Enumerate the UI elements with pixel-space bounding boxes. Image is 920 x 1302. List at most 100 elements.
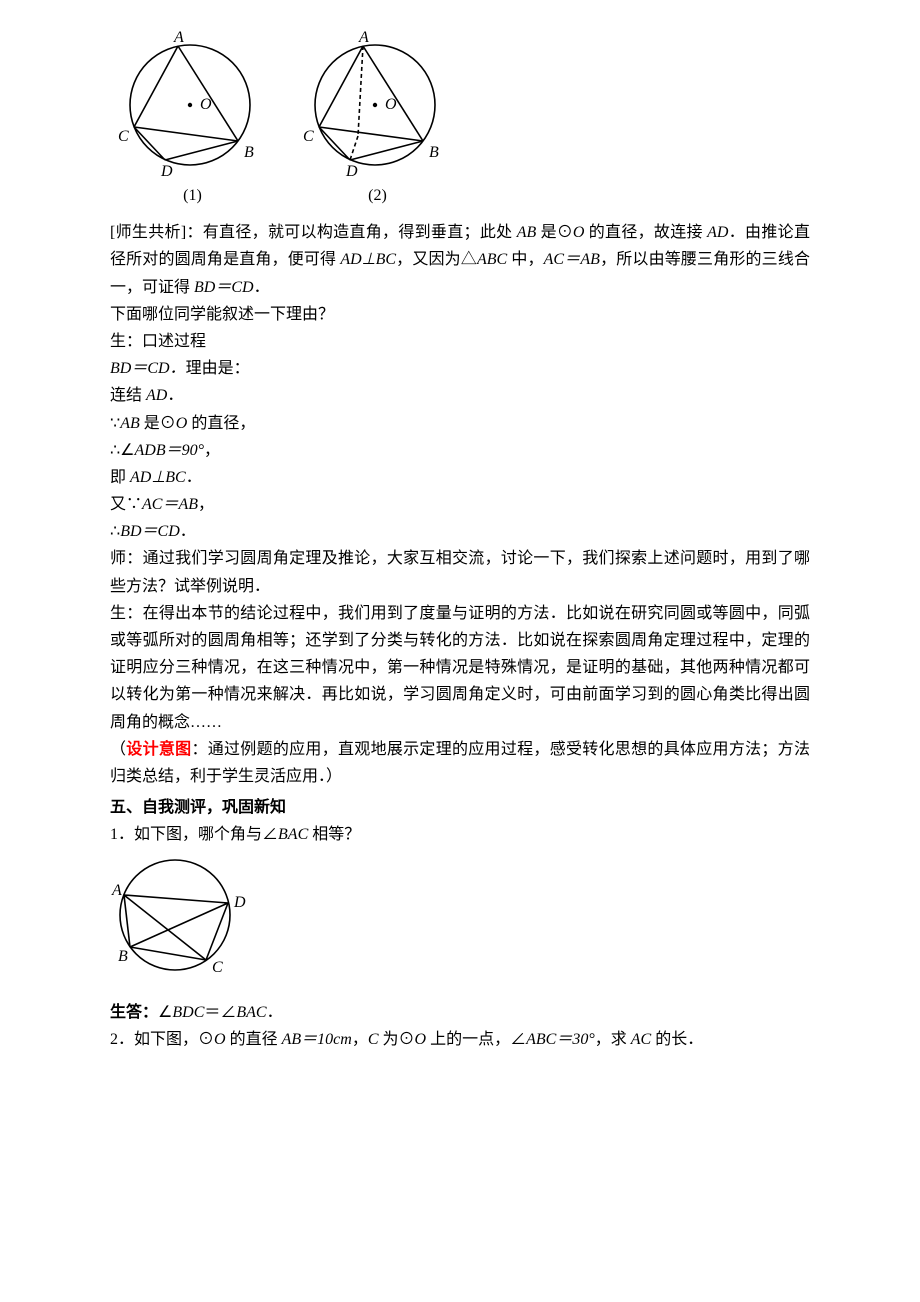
- q2d: 为⊙: [379, 1031, 415, 1048]
- o-2: O: [176, 415, 188, 432]
- period-4: ．: [267, 1004, 283, 1021]
- connect-ad-line: 连结 AD．: [110, 382, 810, 409]
- q2c: ，: [352, 1031, 368, 1048]
- svg-text:O: O: [385, 96, 397, 113]
- also-because: 又∵: [110, 496, 142, 513]
- svg-text:A: A: [358, 30, 369, 46]
- question-2: 2．如下图，⊙O 的直径 AB＝10cm，C 为⊙O 上的一点，∠ABC＝30°…: [110, 1026, 810, 1053]
- because-1b: 是⊙: [140, 415, 176, 432]
- eq90: ＝90°: [166, 442, 204, 459]
- ab10: AB＝10cm: [282, 1031, 352, 1048]
- bdcd-reason: BD＝CD．: [110, 360, 186, 377]
- svg-text:C: C: [118, 128, 129, 145]
- figure-2-caption: (2): [368, 182, 387, 209]
- figure-2-svg: A B C D O: [295, 30, 460, 180]
- analysis-body-5: ，又因为△: [396, 251, 477, 268]
- bdcd-2: BD＝CD: [120, 523, 180, 540]
- svg-text:B: B: [429, 144, 439, 161]
- eq30: ＝30°: [556, 1031, 594, 1048]
- cpt: C: [368, 1031, 379, 1048]
- therefore-1b: ，: [204, 442, 220, 459]
- ab-1: AB: [517, 224, 537, 241]
- design-body: ：通过例题的应用，直观地展示定理的应用过程，感受转化思想的具体应用方法；方法归类…: [110, 741, 810, 785]
- therefore-2: ∴: [110, 523, 120, 540]
- ie-adperpbc: 即 AD⊥BC．: [110, 464, 810, 491]
- bdc: BDC: [172, 1004, 204, 1021]
- abc-1: ABC: [477, 251, 507, 268]
- q2a: 2．如下图，⊙: [110, 1031, 214, 1048]
- svg-text:D: D: [345, 163, 358, 180]
- svg-text:B: B: [244, 144, 254, 161]
- period-2: ．: [186, 469, 202, 486]
- q1a: 1．如下图，哪个角与∠: [110, 826, 278, 843]
- section-5-heading: 五、自我测评，巩固新知: [110, 794, 810, 821]
- question-1: 1．如下图，哪个角与∠BAC 相等？: [110, 821, 810, 848]
- ab-2: AB: [120, 415, 140, 432]
- analysis-paragraph: [师生共析]：有直径，就可以构造直角，得到垂直；此处 AB 是⊙O 的直径，故连…: [110, 219, 810, 301]
- svg-text:A: A: [111, 882, 122, 899]
- comma-1: ，: [198, 496, 214, 513]
- q2b: 的直径: [226, 1031, 282, 1048]
- figure-2: A B C D O (2): [295, 30, 460, 209]
- period-3: ．: [180, 523, 196, 540]
- ad-2: AD: [146, 387, 167, 404]
- o-1: O: [573, 224, 585, 241]
- analysis-label: [师生共析]：: [110, 224, 203, 241]
- svg-text:D: D: [233, 894, 246, 911]
- bdeqcd-1: BD＝CD: [194, 279, 254, 296]
- figure-1-caption: (1): [183, 182, 202, 209]
- because-ab-diameter: ∵AB 是⊙O 的直径，: [110, 410, 810, 437]
- svg-text:O: O: [200, 96, 212, 113]
- svg-text:D: D: [160, 163, 173, 180]
- ie: 即: [110, 469, 130, 486]
- bd-cd-reason-line: BD＝CD．理由是：: [110, 355, 810, 382]
- answer-label: 生答：: [110, 1004, 158, 1021]
- q2g: 的长．: [651, 1031, 703, 1048]
- analysis-body-6: 中，: [507, 251, 543, 268]
- because-1a: ∵: [110, 415, 120, 432]
- analysis-body-8: ．: [254, 279, 270, 296]
- design-open: （: [110, 741, 126, 758]
- q2e: 上的一点，∠: [426, 1031, 526, 1048]
- because-1c: 的直径，: [187, 415, 255, 432]
- svg-text:C: C: [303, 128, 314, 145]
- ans-b: ＝∠: [204, 1004, 236, 1021]
- svg-text:C: C: [212, 959, 223, 976]
- q1b: 相等？: [308, 826, 360, 843]
- o-3: O: [214, 1031, 226, 1048]
- bac: BAC: [278, 826, 308, 843]
- svg-text:A: A: [173, 30, 184, 46]
- ac-2: AC: [631, 1031, 651, 1048]
- figures-row: A B C D O (1) A B C D O (2): [110, 30, 810, 209]
- figure-1-svg: A B C D O: [110, 30, 275, 180]
- therefore-adb90: ∴∠ADB＝90°，: [110, 437, 810, 464]
- abc-2: ABC: [526, 1031, 556, 1048]
- figure-3-svg: A B C D: [110, 855, 250, 980]
- figure-1: A B C D O (1): [110, 30, 275, 209]
- connect-ad: 连结: [110, 387, 146, 404]
- answer-line: 生答：∠BDC＝∠BAC．: [110, 999, 810, 1026]
- design-intent: （设计意图：通过例题的应用，直观地展示定理的应用过程，感受转化思想的具体应用方法…: [110, 736, 810, 790]
- o-4: O: [415, 1031, 427, 1048]
- figure-3: A B C D: [110, 855, 810, 989]
- teacher-paragraph: 师：通过我们学习圆周角定理及推论，大家互相交流，讨论一下，我们探索上述问题时，用…: [110, 545, 810, 599]
- analysis-body-2: 是⊙: [536, 224, 573, 241]
- line-below: 下面哪位同学能叙述一下理由？: [110, 301, 810, 328]
- also-because-acab: 又∵AC＝AB，: [110, 491, 810, 518]
- student-paragraph: 生：在得出本节的结论过程中，我们用到了度量与证明的方法．比如说在研究同圆或等圆中…: [110, 600, 810, 736]
- q2f: ，求: [595, 1031, 631, 1048]
- adperpbc-2: AD⊥BC: [130, 469, 186, 486]
- aceqab-1: AC＝AB: [544, 251, 600, 268]
- bac-2: BAC: [236, 1004, 266, 1021]
- ad-1: AD: [707, 224, 728, 241]
- therefore-bdcd: ∴BD＝CD．: [110, 518, 810, 545]
- svg-text:B: B: [118, 948, 128, 965]
- analysis-body-1: 有直径，就可以构造直角，得到垂直；此处: [203, 224, 517, 241]
- design-label: 设计意图: [126, 741, 191, 758]
- adperpbc: AD⊥BC: [340, 251, 396, 268]
- acab-2: AC＝AB: [142, 496, 198, 513]
- analysis-body-3: 的直径，故连接: [584, 224, 707, 241]
- therefore-1a: ∴∠: [110, 442, 135, 459]
- student-oral: 生：口述过程: [110, 328, 810, 355]
- adb: ADB: [135, 442, 166, 459]
